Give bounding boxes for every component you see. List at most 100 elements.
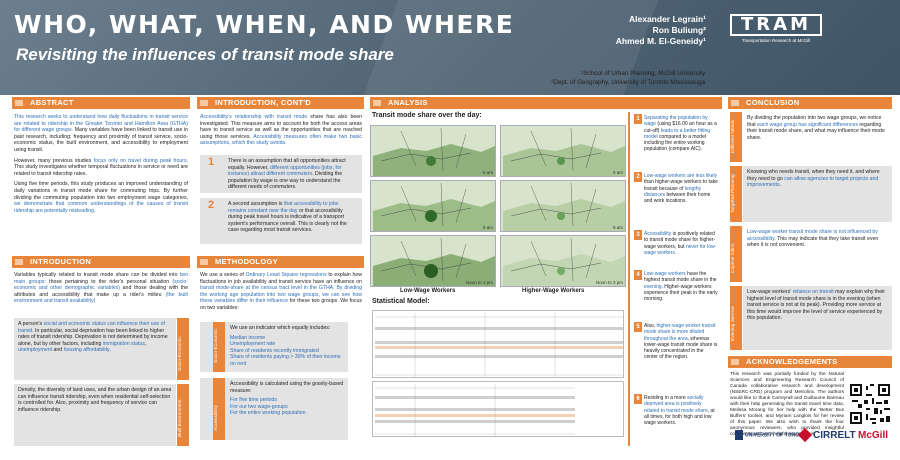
uoft-logo: UNIVERSITY OF TORONTO: [735, 430, 809, 440]
side-tab-label: Socio-Economic: [178, 336, 183, 371]
uoft-crest-icon: [735, 430, 743, 440]
note-highlight: higher-wage worker transit mode share is…: [644, 323, 716, 342]
method-list-item: Median income: [230, 334, 266, 341]
box-text: Accessibility is calculated using the gr…: [230, 381, 344, 394]
map-time-label: Noon to 3 pm: [465, 280, 493, 285]
conclusion-item: Knowing who needs transit, when they nee…: [743, 166, 892, 222]
maps-title: Transit mode share over the day:: [372, 112, 482, 119]
analysis-note: 2 Low-wage workers are less likely than …: [634, 170, 722, 208]
side-tab: Socio-Economic: [213, 322, 225, 372]
map-panel: Noon to 3 pm: [370, 235, 496, 287]
regression-table: [372, 381, 624, 437]
intro-text: Variables typically related to transit m…: [14, 272, 180, 278]
qr-code-graphic: [848, 382, 892, 426]
abstract-highlight: This research seeks to understand how da…: [14, 114, 188, 134]
map-time-label: 6 am: [612, 170, 623, 175]
box-highlight: housing affordability: [63, 347, 110, 354]
map-caption: Low-Wage Workers: [400, 288, 456, 294]
assumption-2-box: 2 A second assumption is that accessibil…: [200, 198, 362, 244]
abstract-body: This research seeks to understand how da…: [14, 114, 188, 218]
affiliation: ²Dept. of Geography, University of Toron…: [551, 79, 705, 86]
side-tab: Targeted Planning: [730, 166, 742, 222]
acknowledgements-title: ACKNOWLEDGEMENTS: [728, 356, 892, 368]
note-highlight: Separating the population by wage: [644, 115, 708, 128]
box-highlight: that accessibility to jobs remains const…: [228, 201, 339, 214]
regression-table: [372, 310, 624, 378]
method-text: to explain how fluctuations in job avail…: [200, 272, 362, 285]
note-highlight: Low-wage workers are less likely: [644, 173, 718, 179]
analysis-note: 1 Separating the population by wage (usi…: [634, 112, 722, 156]
transit-map: [503, 127, 625, 176]
box-text: .: [109, 347, 111, 354]
conclusion-text: .: [779, 182, 782, 189]
side-tab-label: Built Environment: [178, 399, 183, 437]
conclusion-item: Low-wage workers' reliance on transit ma…: [743, 286, 892, 350]
box-text: A person's: [18, 321, 44, 327]
conclusion-text: By dividing the population into two wage…: [747, 115, 882, 128]
conclusion-title: CONCLUSION: [728, 97, 892, 109]
abstract-text: . This study investigates whether tempor…: [14, 157, 188, 177]
conclusion-text: Low-wage workers': [747, 289, 793, 295]
note-highlight: leads to a better fitting model: [644, 127, 711, 140]
author-list: Alexander Legrain¹ Ron Buliung² Ahmed M.…: [570, 14, 706, 47]
side-tab: Built Environment: [177, 384, 189, 446]
side-tab: Captive riders: [730, 226, 742, 282]
method-list-item: For the entire working population: [230, 410, 306, 417]
note-text: , at all times, for both high and low wa…: [644, 407, 715, 427]
method-list-item: For five time periods: [230, 397, 277, 404]
poster-title: WHO, WHAT, WHEN, AND WHERE: [14, 10, 515, 39]
method-highlight: transit mode-share at the census tract l…: [200, 285, 362, 305]
transit-map: [373, 127, 495, 176]
tram-logo-subtitle: Transportation Research at McGill: [741, 38, 811, 43]
cirrelt-diamond-icon: [797, 428, 813, 443]
introduction-body: Variables typically related to transit m…: [14, 272, 188, 309]
note-number: 4: [634, 270, 642, 280]
intro-highlight: Accessibility measures often make two ba…: [200, 133, 362, 147]
side-tab: Accessibility: [213, 378, 225, 440]
conclusion-highlight: Low-wage worker transit mode share is no…: [747, 229, 878, 242]
conclusion-text: may explain why their highest level of t…: [747, 289, 885, 322]
box-text: There is an assumption that all opportun…: [228, 158, 346, 171]
note-highlight: Low-wage workers: [644, 271, 686, 277]
box-highlight: different opportunities (jobs, for insta…: [228, 164, 342, 178]
conclusion-text: . This may indicate that they take trans…: [747, 235, 879, 249]
intro-text: share has also been investigated. This m…: [200, 114, 362, 140]
note-text: (using $16.00 an hour as a cut-off): [644, 121, 717, 134]
side-tab: Different Needs: [730, 112, 742, 162]
author-name: Alexander Legrain¹: [629, 14, 706, 24]
conclusion-text: regarding their transit mode share, and …: [747, 121, 885, 141]
poster-header: WHO, WHAT, WHEN, AND WHERE Revisiting th…: [0, 0, 900, 95]
method-text: for these two groups. We focus on two va…: [200, 298, 362, 311]
methodology-title: METHODOLOGY: [197, 256, 364, 268]
intro-highlight: two main groups: [14, 272, 188, 285]
intro-contd-body: Accessibility's relationship with transi…: [200, 114, 362, 151]
tram-logo: TRAM: [730, 14, 822, 36]
regression-table-lines: [375, 313, 623, 377]
assumption-number: 2: [208, 199, 215, 211]
logo-text: McGill: [858, 430, 889, 441]
transit-map: [373, 182, 495, 231]
regression-table-lines: [375, 384, 575, 436]
side-tab: Evening Service: [730, 286, 742, 350]
note-number: 1: [634, 114, 642, 124]
method-text: We use a series of: [200, 272, 246, 278]
note-highlight: Accessibility: [644, 231, 672, 237]
map-time-label: 9 am: [612, 225, 623, 230]
intro-text: : those pertaining to the rider's person…: [44, 278, 173, 285]
note-text: compared to a model including the entire…: [644, 133, 706, 153]
map-panel: 6 am: [370, 125, 496, 177]
box-text: and: [52, 347, 64, 354]
note-number: 5: [634, 322, 642, 332]
note-highlight: never for low-wage workers: [644, 243, 717, 256]
logo-text: CIRRELT: [813, 430, 856, 441]
note-number: 6: [634, 394, 642, 404]
method-list-item: Unemployment rate: [230, 341, 276, 348]
method-highlight: Ordinary Least Square regressions: [245, 272, 327, 278]
note-text: Residing in a more: [644, 395, 688, 401]
note-text: is positively related to transit mode sh…: [644, 231, 716, 250]
note-text: between their home and work locations.: [644, 191, 711, 205]
box-text: We use an indicator which equally includ…: [230, 325, 331, 331]
analysis-note: 5 Also, higher-wage worker transit mode …: [634, 320, 722, 364]
note-text: Also,: [644, 323, 657, 329]
map-time-label: Noon to 3 pm: [595, 280, 623, 285]
